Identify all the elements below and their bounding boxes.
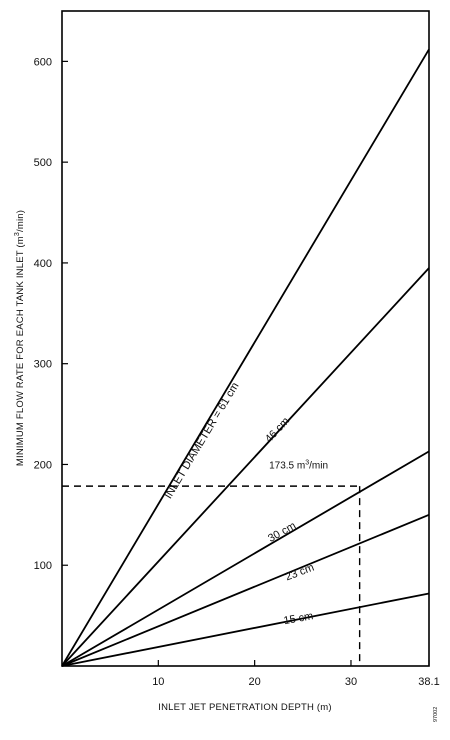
annotation-label: 173.5 m3/min (269, 459, 328, 471)
y-tick-label: 200 (34, 459, 52, 471)
series-label: 46 cm (263, 415, 292, 445)
series-line (61, 267, 430, 667)
y-axis-label: MINIMUM FLOW RATE FOR EACH TANK INLET (m… (14, 210, 26, 466)
y-axis-label-prefix: MINIMUM FLOW RATE FOR EACH TANK INLET (m (15, 236, 26, 466)
annotation-group: 173.5 m3/min (62, 459, 361, 666)
y-axis-label-sup: 3 (14, 232, 21, 236)
x-tick-label: 30 (345, 676, 357, 688)
series-line (61, 450, 430, 667)
y-tick-label: 400 (34, 258, 52, 270)
series-line (61, 514, 430, 667)
annotation-value: 173.5 m (269, 460, 305, 471)
series-label: 23 cm (284, 562, 316, 584)
series-line (61, 592, 430, 667)
series-line (61, 48, 430, 667)
y-tick-label: 100 (34, 560, 52, 572)
document-id: 97002 (433, 707, 439, 722)
annotation-sup: 3 (305, 459, 309, 466)
x-tick-label: 20 (249, 676, 261, 688)
y-axis-label-suffix: /min) (15, 210, 26, 232)
x-tick-label: 38.1 (418, 676, 439, 688)
y-tick-label: 600 (34, 56, 52, 68)
series-label: 15 cm (283, 610, 315, 627)
annotation-unit: /min (309, 460, 328, 471)
plot-frame (61, 10, 430, 667)
x-axis-ticks: 10 20 30 38.1 (152, 660, 440, 688)
series-label: 30 cm (266, 520, 298, 545)
x-axis-label: INLET JET PENETRATION DEPTH (m) (158, 702, 332, 713)
y-tick-label: 500 (34, 157, 52, 169)
y-axis-ticks: 100 200 300 400 500 600 (34, 56, 68, 572)
y-tick-label: 300 (34, 359, 52, 371)
x-tick-label: 10 (152, 676, 164, 688)
